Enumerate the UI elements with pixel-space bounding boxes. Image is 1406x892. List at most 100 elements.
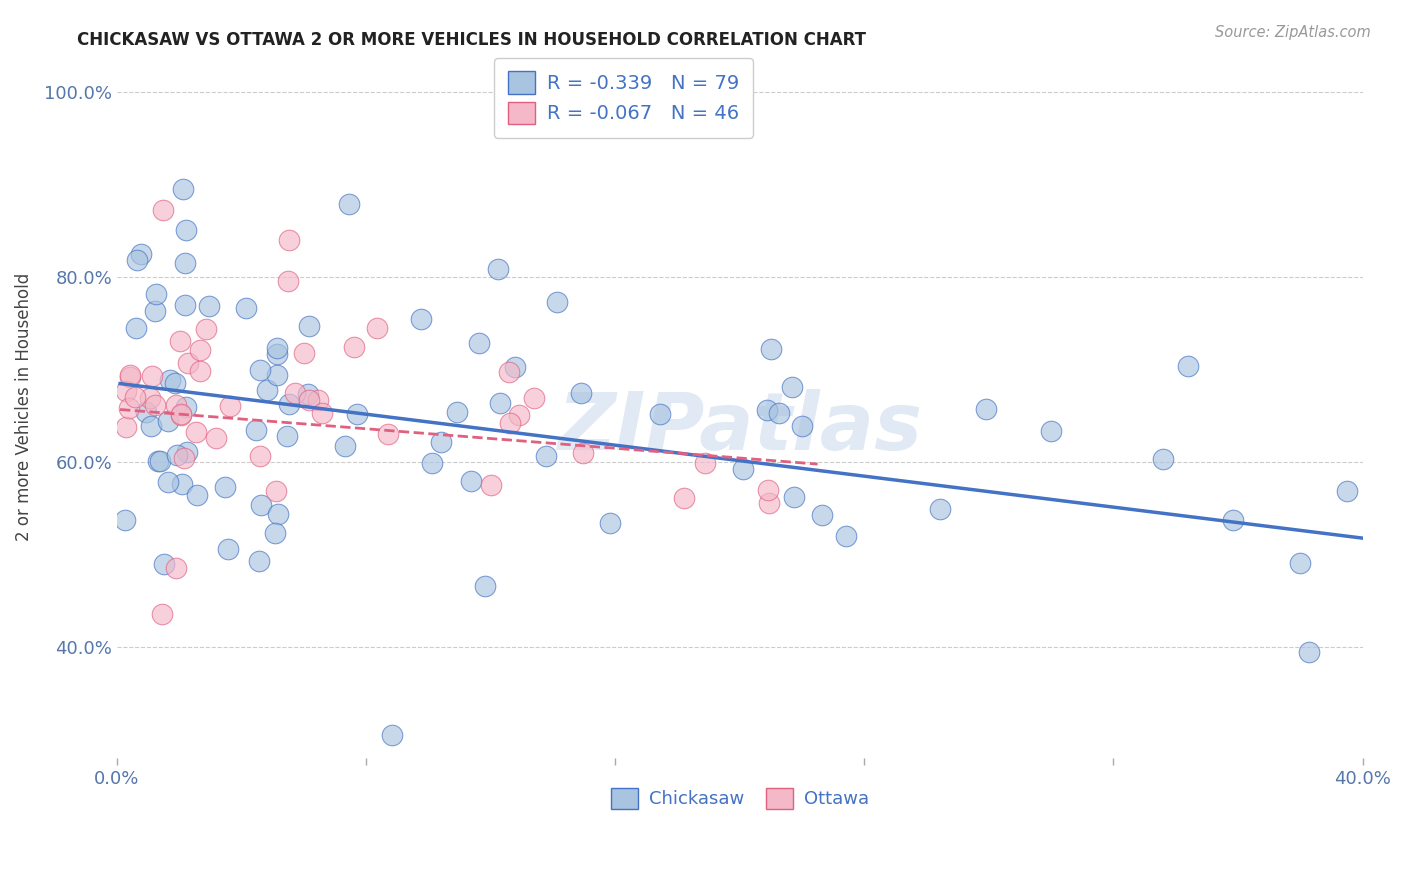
Text: Source: ZipAtlas.com: Source: ZipAtlas.com [1215, 25, 1371, 40]
Point [599, 516, 621, 530]
Point [278, 233, 301, 247]
Point [165, 398, 187, 412]
Point [768, 406, 790, 420]
Point [292, 346, 315, 360]
Point [266, 342, 288, 356]
Point [173, 451, 195, 466]
Point [648, 407, 671, 421]
Point [177, 356, 200, 370]
Point [124, 390, 146, 404]
Point [149, 454, 172, 468]
Point [174, 256, 197, 270]
Point [835, 529, 858, 543]
Point [249, 362, 271, 376]
Point [145, 287, 167, 301]
Point [499, 417, 522, 431]
Point [145, 304, 167, 318]
Point [267, 507, 290, 521]
Point [264, 483, 287, 498]
Point [409, 312, 432, 326]
Point [523, 392, 546, 406]
Point [166, 448, 188, 462]
Text: ZIPatlas: ZIPatlas [557, 389, 922, 467]
Point [974, 401, 997, 416]
Point [188, 343, 211, 358]
Point [129, 247, 152, 261]
Point [422, 456, 444, 470]
Point [165, 376, 187, 390]
Point [186, 488, 208, 502]
Point [152, 202, 174, 217]
Point [782, 380, 804, 394]
Point [120, 368, 142, 383]
Point [283, 386, 305, 401]
Point [214, 480, 236, 494]
Point [277, 274, 299, 288]
Point [170, 477, 193, 491]
Point [118, 401, 141, 415]
Point [758, 496, 780, 510]
Point [170, 407, 193, 421]
Point [256, 383, 278, 397]
Point [277, 396, 299, 410]
Point [125, 252, 148, 267]
Point [276, 429, 298, 443]
Point [204, 431, 226, 445]
Point [148, 454, 170, 468]
Point [174, 298, 197, 312]
Point [115, 384, 138, 398]
Point [298, 392, 321, 407]
Point [249, 498, 271, 512]
Point [479, 478, 502, 492]
Point [508, 409, 530, 423]
Point [307, 392, 329, 407]
Point [141, 368, 163, 383]
Point [381, 728, 404, 742]
Point [1040, 424, 1063, 438]
Point [430, 435, 453, 450]
Point [249, 449, 271, 463]
Y-axis label: 2 or more Vehicles in Household: 2 or more Vehicles in Household [15, 273, 32, 541]
Point [572, 446, 595, 460]
Point [1336, 484, 1358, 499]
Point [165, 561, 187, 575]
Point [503, 359, 526, 374]
Point [534, 449, 557, 463]
Point [486, 261, 509, 276]
Point [811, 508, 834, 522]
Point [125, 321, 148, 335]
Point [139, 392, 162, 406]
Point [790, 419, 813, 434]
Point [170, 408, 193, 422]
Point [298, 318, 321, 333]
Point [311, 406, 333, 420]
Point [150, 607, 173, 622]
Point [929, 502, 952, 516]
Point [184, 425, 207, 440]
Point [297, 386, 319, 401]
Text: CHICKASAW VS OTTAWA 2 OR MORE VEHICLES IN HOUSEHOLD CORRELATION CHART: CHICKASAW VS OTTAWA 2 OR MORE VEHICLES I… [77, 31, 866, 49]
Point [235, 301, 257, 316]
Point [152, 558, 174, 572]
Point [377, 426, 399, 441]
Point [174, 400, 197, 414]
Point [266, 368, 288, 382]
Point [343, 340, 366, 354]
Point [731, 462, 754, 476]
Point [546, 295, 568, 310]
Point [172, 182, 194, 196]
Point [569, 385, 592, 400]
Point [135, 405, 157, 419]
Point [460, 475, 482, 489]
Point [755, 402, 778, 417]
Point [174, 223, 197, 237]
Point [759, 342, 782, 356]
Point [169, 334, 191, 349]
Point [247, 554, 270, 568]
Point [783, 490, 806, 504]
Point [474, 579, 496, 593]
Point [695, 456, 717, 470]
Point [195, 321, 218, 335]
Point [1222, 513, 1244, 527]
Point [188, 364, 211, 378]
